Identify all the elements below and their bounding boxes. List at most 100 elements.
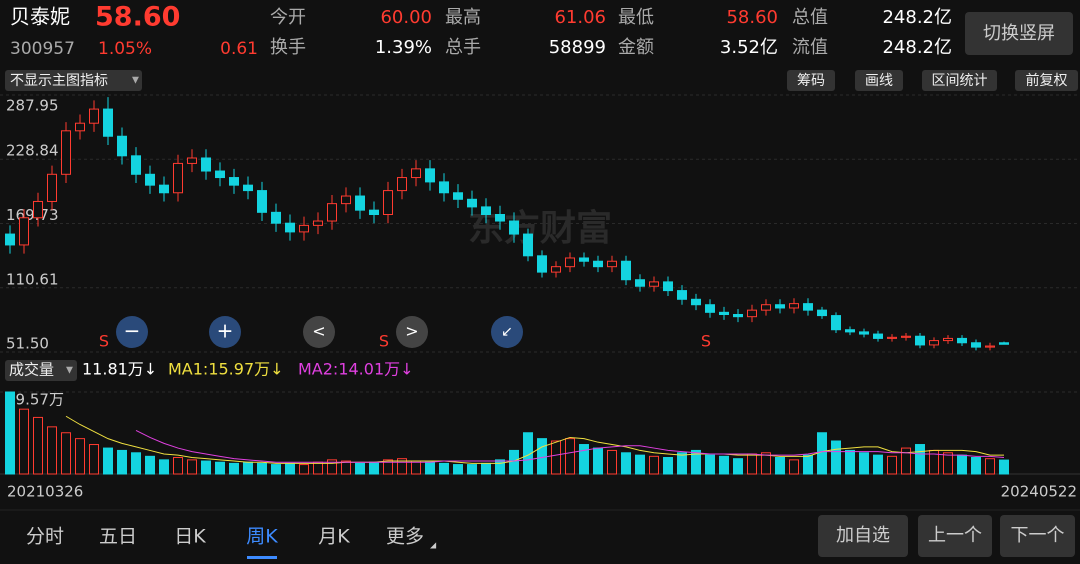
nav-button[interactable] bbox=[818, 515, 908, 557]
volume-bar bbox=[285, 462, 295, 475]
tab[interactable]: 日K bbox=[174, 526, 206, 548]
volume-bar bbox=[691, 449, 701, 475]
tab[interactable]: 五日 bbox=[99, 526, 137, 548]
dropdown-arrow: ▼ bbox=[66, 366, 73, 376]
candle-body bbox=[173, 162, 183, 194]
toolbar-button[interactable] bbox=[787, 70, 835, 91]
volume-bar bbox=[537, 438, 547, 475]
candle-body bbox=[761, 304, 771, 311]
candle-body bbox=[467, 198, 477, 208]
volume-current: 11.81万↓ bbox=[82, 360, 157, 379]
candle-body bbox=[523, 233, 533, 257]
scroll-right[interactable] bbox=[396, 316, 428, 348]
volume-bar bbox=[117, 449, 127, 475]
volume-bar bbox=[89, 444, 99, 475]
nav-button-label: 下一个 bbox=[1011, 525, 1065, 546]
volume-bar bbox=[775, 456, 785, 475]
candle-body bbox=[509, 220, 519, 235]
stock-name: 贝泰妮 bbox=[10, 5, 70, 29]
volume-bar bbox=[383, 459, 393, 475]
candle-body bbox=[887, 336, 897, 339]
volume-bar bbox=[215, 461, 225, 475]
candle-body bbox=[33, 200, 43, 219]
candle-body bbox=[131, 155, 141, 175]
dropdown-arrow: ▼ bbox=[132, 76, 139, 86]
toolbar-button[interactable] bbox=[922, 70, 997, 91]
volume-bar bbox=[971, 456, 981, 475]
nav-button-label: 上一个 bbox=[928, 525, 982, 546]
stat-label: 金额 bbox=[618, 37, 654, 58]
volume-bar bbox=[761, 452, 771, 475]
volume-bar bbox=[551, 440, 561, 475]
candle-body bbox=[831, 315, 841, 331]
indicator-dropdown[interactable] bbox=[5, 70, 142, 91]
volume-bar bbox=[495, 459, 505, 475]
rotate-button-label: 切换竖屏 bbox=[983, 23, 1055, 44]
volume-bar bbox=[649, 455, 659, 475]
volume-bar bbox=[145, 455, 155, 475]
volume-bar bbox=[453, 464, 463, 475]
candle-body bbox=[19, 217, 29, 246]
candle-body bbox=[803, 303, 813, 311]
volume-bar bbox=[999, 459, 1009, 475]
stat-label: 最高 bbox=[445, 7, 481, 28]
signal-label: S bbox=[99, 332, 109, 351]
tab[interactable]: 周K bbox=[246, 526, 278, 548]
volume-bar bbox=[201, 460, 211, 475]
volume-bar bbox=[47, 426, 57, 475]
volume-bar bbox=[159, 459, 169, 475]
volume-dropdown[interactable] bbox=[5, 360, 77, 381]
candle-body bbox=[5, 233, 15, 246]
change-pct: 1.05% bbox=[98, 39, 152, 59]
volume-bar bbox=[369, 461, 379, 475]
tab[interactable]: 月K bbox=[318, 526, 350, 548]
volume-title: 成交量 bbox=[9, 361, 54, 379]
candle-body bbox=[341, 195, 351, 205]
nav-button[interactable] bbox=[1000, 515, 1075, 557]
volume-bar bbox=[719, 455, 729, 475]
volume-bar bbox=[593, 447, 603, 475]
volume-bar bbox=[803, 454, 813, 475]
volume-bar bbox=[733, 458, 743, 475]
candle-body bbox=[845, 329, 855, 333]
signal-label: S bbox=[379, 332, 389, 351]
candle-body bbox=[691, 298, 701, 306]
volume-bar bbox=[901, 447, 911, 475]
nav-button[interactable] bbox=[918, 515, 992, 557]
candle-body bbox=[145, 173, 155, 186]
volume-bar bbox=[439, 462, 449, 475]
candle-body bbox=[817, 309, 827, 317]
scroll-left[interactable] bbox=[303, 316, 335, 348]
candle-body bbox=[397, 177, 407, 192]
volume-bar bbox=[61, 432, 71, 475]
volume-bar bbox=[915, 444, 925, 475]
icon: ↙ bbox=[501, 324, 513, 340]
volume-bar bbox=[985, 458, 995, 475]
toolbar-button[interactable] bbox=[855, 70, 903, 91]
volume-bar bbox=[327, 459, 337, 475]
collapse[interactable] bbox=[491, 316, 523, 348]
candle-body bbox=[313, 220, 323, 226]
ma1-legend: MA1:15.97万↓ bbox=[168, 360, 284, 379]
toolbar-button[interactable] bbox=[1015, 70, 1078, 91]
candle-body bbox=[425, 168, 435, 183]
candle-body bbox=[649, 281, 659, 287]
candle-body bbox=[369, 209, 379, 216]
volume-bar bbox=[565, 438, 575, 475]
rotate-button[interactable] bbox=[965, 12, 1073, 55]
zoom-out[interactable] bbox=[116, 316, 148, 348]
tab[interactable]: 分时 bbox=[26, 526, 64, 548]
candle-body bbox=[481, 206, 491, 216]
candle-body bbox=[677, 290, 687, 300]
tab[interactable]: 更多 bbox=[386, 526, 424, 548]
candle-body bbox=[901, 335, 911, 338]
y-tick-label: 287.95 bbox=[6, 97, 59, 115]
candle-body bbox=[789, 303, 799, 309]
volume-bar bbox=[257, 462, 267, 475]
volume-bar bbox=[299, 464, 309, 475]
volume-bar bbox=[635, 454, 645, 475]
candle-body bbox=[89, 108, 99, 124]
candle-body bbox=[915, 335, 925, 346]
zoom-in[interactable] bbox=[209, 316, 241, 348]
candle-body bbox=[985, 345, 995, 348]
